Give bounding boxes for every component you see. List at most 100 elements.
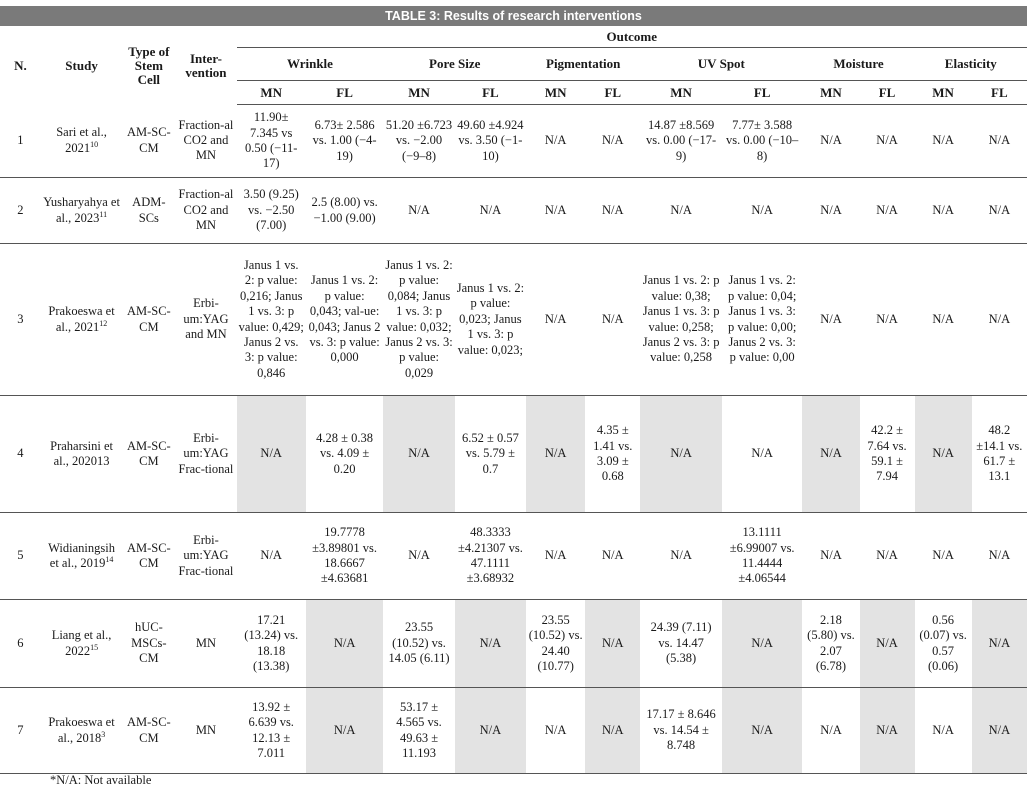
intervention: Fraction-al CO2 and MN xyxy=(178,117,234,163)
outcome-cell: 13.92 ± 6.639 vs. 12.13 ± 7.011 xyxy=(248,699,294,760)
subheader-mn: MN xyxy=(640,80,722,105)
outcome-cell: N/A xyxy=(408,548,430,563)
outcome-cell: 3.50 (9.25) vs. −2.50 (7.00) xyxy=(243,187,299,233)
reference-number: 15 xyxy=(90,642,99,652)
outcome-cell: N/A xyxy=(544,311,567,326)
caption-label: TABLE 3: xyxy=(385,9,441,23)
outcome-cell: 11.90± 7.345 vs 0.50 (−11-17) xyxy=(244,110,298,171)
outcome-cell: N/A xyxy=(383,395,455,513)
header-outcome: Outcome xyxy=(236,27,1027,48)
row-number: 6 xyxy=(17,635,24,650)
header-elasticity: Elasticity xyxy=(914,47,1027,81)
outcome-cell: 6.73± 2.586 vs. 1.00 (−4-19) xyxy=(312,117,377,163)
outcome-cell: N/A xyxy=(721,599,803,688)
table-row: 2 Yusharyahya et al., 202311 ADM-SCs Fracti… xyxy=(0,178,1027,244)
header-stem-cell-type: Type of Stem Cell xyxy=(128,43,170,87)
outcome-cell: N/A xyxy=(751,202,773,217)
table-row: 1 Sari et al., 202110 AM-SC-CM Fraction-al … xyxy=(0,105,1027,178)
outcome-cell: N/A xyxy=(260,548,282,563)
results-table: N. Study Type of Stem Cell Inter- ventio… xyxy=(0,27,1027,774)
outcome-cell: N/A xyxy=(988,202,1011,217)
outcome-cell: N/A xyxy=(751,446,773,461)
row-number: 1 xyxy=(17,133,24,148)
outcome-cell: 19.7778 ±3.89801 vs. 18.6667 ±4.63681 xyxy=(312,525,378,586)
outcome-cell: N/A xyxy=(802,395,860,513)
study-name: Sari et al., 2021 xyxy=(56,125,107,155)
outcome-cell: N/A xyxy=(988,133,1011,148)
subheader-fl: FL xyxy=(585,80,641,105)
outcome-cell: N/A xyxy=(236,395,306,513)
subheader-fl: FL xyxy=(859,80,915,105)
study-name: Widianingsih et al., 2019 xyxy=(48,540,115,570)
outcome-cell: 13.1111 ±6.99007 vs. 11.4444 ±4.06544 xyxy=(729,525,795,586)
outcome-cell: 51.20 ±6.723 vs. −2.00 (−9–8) xyxy=(385,117,453,163)
outcome-cell: 6.52 ± 0.57 vs. 5.79 ± 0.7 xyxy=(461,430,519,476)
outcome-cell: 0.56 (0.07) vs. 0.57 (0.06) xyxy=(919,612,967,673)
outcome-cell: 14.87 ±8.569 vs. 0.00 (−17-9) xyxy=(645,117,717,163)
outcome-cell: 2.5 (8.00) vs. −1.00 (9.00) xyxy=(311,195,378,225)
outcome-cell: N/A xyxy=(305,599,384,688)
outcome-cell: N/A xyxy=(876,202,898,217)
study-cell: Widianingsih et al., 201914 xyxy=(41,513,123,600)
outcome-cell: 2.18 (5.80) vs. 2.07 (6.78) xyxy=(807,612,855,673)
outcome-cell: 49.60 ±4.924 vs. 3.50 (−1-10) xyxy=(457,117,524,163)
outcome-cell: N/A xyxy=(544,202,567,217)
study-name: Praharsini et al., 202013 xyxy=(50,438,113,468)
row-number: 4 xyxy=(17,446,24,461)
outcome-cell: N/A xyxy=(454,599,527,688)
outcome-cell: N/A xyxy=(820,722,842,737)
outcome-cell: N/A xyxy=(971,687,1027,774)
outcome-cell: N/A xyxy=(670,548,692,563)
header-pigmentation: Pigmentation xyxy=(526,47,641,81)
outcome-cell: N/A xyxy=(721,687,803,774)
outcome-cell: N/A xyxy=(602,311,624,326)
outcome-cell: N/A xyxy=(914,395,972,513)
subheader-mn: MN xyxy=(526,80,586,105)
reference-number: 10 xyxy=(90,139,99,149)
subheader-fl: FL xyxy=(305,80,384,105)
study-cell: Praharsini et al., 202013 xyxy=(41,396,123,513)
outcome-cell: N/A xyxy=(820,548,842,563)
outcome-cell: Janus 1 vs. 2: p value: 0,216; Janus 1 v… xyxy=(238,257,304,380)
study-cell: Prakoeswa et al., 202112 xyxy=(41,244,123,396)
intervention: Fraction-al CO2 and MN xyxy=(178,187,234,233)
outcome-cell: 23.55 (10.52) vs. 24.40 (10.77) xyxy=(528,612,583,673)
outcome-cell: 17.21 (13.24) vs. 18.18 (13.38) xyxy=(244,612,299,673)
study-name: Prakoeswa et al., 2018 xyxy=(48,715,115,745)
study-cell: Sari et al., 202110 xyxy=(41,105,123,178)
stem-cell-type: AM-SC-CM xyxy=(126,438,171,468)
study-cell: Liang et al., 202215 xyxy=(41,600,123,688)
outcome-cell: N/A xyxy=(859,599,915,688)
subheader-fl: FL xyxy=(721,80,803,105)
outcome-cell: 48.3333 ±4.21307 vs. 47.1111 ±3.68932 xyxy=(457,525,523,586)
table-row: 5 Widianingsih et al., 201914 AM-SC-CM Erbi… xyxy=(0,513,1027,600)
outcome-cell: N/A xyxy=(932,202,954,217)
outcome-cell: N/A xyxy=(670,202,692,217)
outcome-cell: N/A xyxy=(544,722,567,737)
outcome-cell: N/A xyxy=(585,599,641,688)
stem-cell-type: AM-SC-CM xyxy=(126,715,171,745)
outcome-cell: Janus 1 vs. 2: p value: 0,023; Janus 1 v… xyxy=(456,280,525,357)
header-wrinkle: Wrinkle xyxy=(236,47,384,81)
outcome-cell: N/A xyxy=(305,687,384,774)
outcome-cell: 42.2 ± 7.64 vs. 59.1 ± 7.94 xyxy=(867,423,907,484)
outcome-cell: N/A xyxy=(454,687,527,774)
study-name: Yusharyahya et al., 2023 xyxy=(43,195,120,225)
row-number: 2 xyxy=(17,202,24,217)
outcome-cell: Janus 1 vs. 2: p value: 0,043; val-ue: 0… xyxy=(308,273,381,365)
outcome-cell: N/A xyxy=(932,548,954,563)
reference-number: 3 xyxy=(101,729,106,739)
subheader-fl: FL xyxy=(454,80,527,105)
subheader-mn: MN xyxy=(383,80,455,105)
outcome-cell: N/A xyxy=(988,548,1011,563)
outcome-cell: N/A xyxy=(932,722,954,737)
intervention: MN xyxy=(195,722,217,737)
header-moisture: Moisture xyxy=(802,47,915,81)
row-number: 5 xyxy=(17,548,24,563)
outcome-cell: Janus 1 vs. 2: p value: 0,084; Janus 1 v… xyxy=(385,257,453,380)
stem-cell-type: AM-SC-CM xyxy=(126,125,171,155)
outcome-cell: N/A xyxy=(876,133,898,148)
outcome-cell: N/A xyxy=(932,133,954,148)
subheader-mn: MN xyxy=(802,80,860,105)
intervention: Erbi-um:YAG and MN xyxy=(183,296,229,342)
